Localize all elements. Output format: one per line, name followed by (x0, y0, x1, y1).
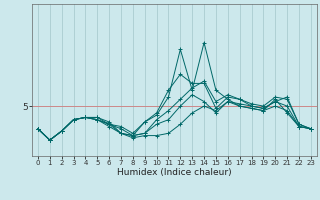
X-axis label: Humidex (Indice chaleur): Humidex (Indice chaleur) (117, 168, 232, 177)
